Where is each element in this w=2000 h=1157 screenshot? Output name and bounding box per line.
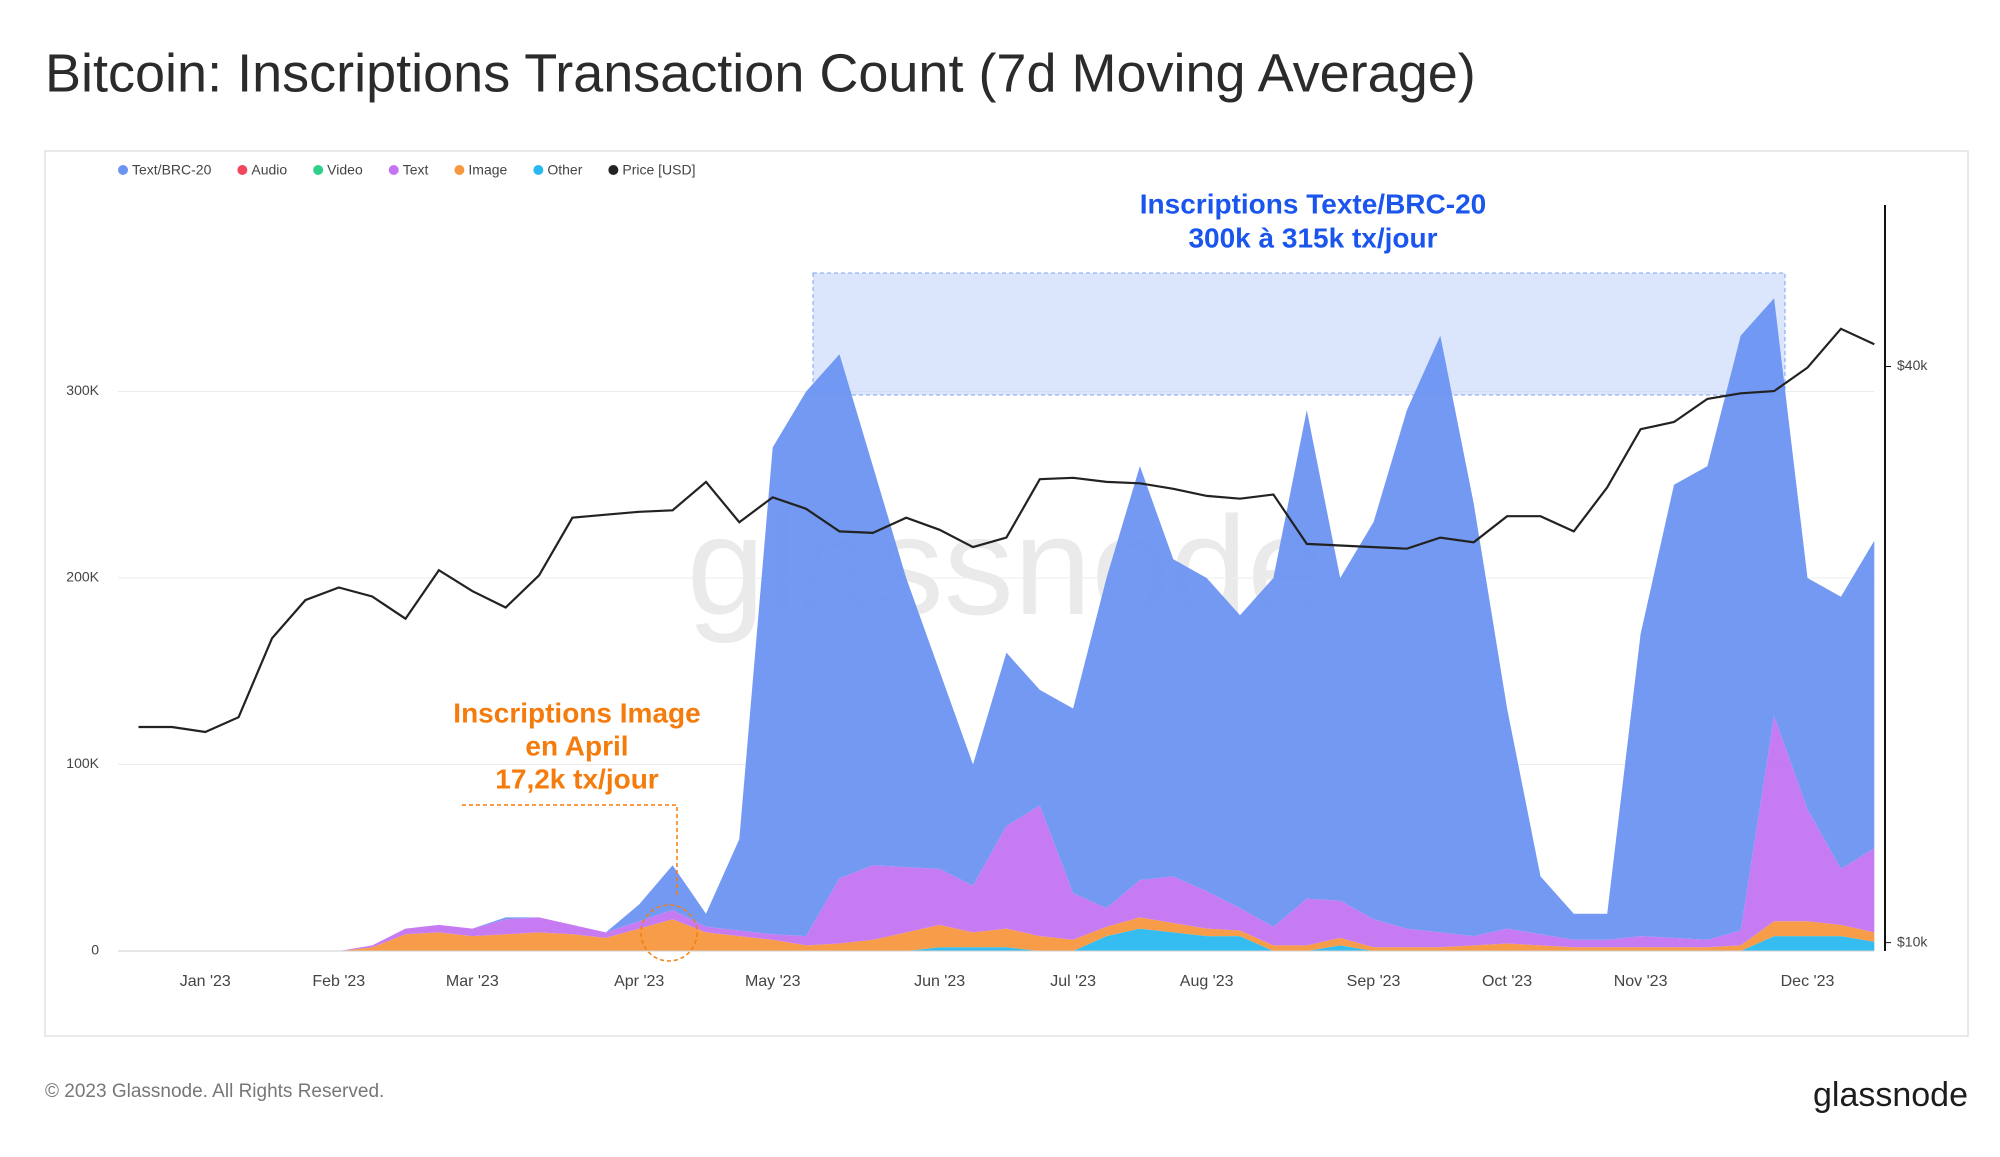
area <box>138 917 1875 951</box>
legend-swatch <box>388 165 399 175</box>
x-tick-label: Oct '23 <box>1482 973 1532 990</box>
area <box>138 716 1875 951</box>
y-tick-label: 200K <box>66 569 99 585</box>
price-line <box>138 327 1875 734</box>
legend-label: Other <box>547 162 582 178</box>
annotation-text: 300k à 315k tx/jour <box>1188 222 1437 253</box>
annotation-text: 17,2k tx/jour <box>495 763 659 794</box>
y-tick-label: 100K <box>66 755 99 771</box>
x-tick-label: Jul '23 <box>1050 973 1096 990</box>
x-tick-label: May '23 <box>745 973 801 990</box>
x-tick-label: Jan '23 <box>180 973 231 990</box>
area <box>138 298 1875 951</box>
legend-swatch <box>237 165 248 175</box>
legend-label: Video <box>327 162 363 178</box>
chart-frame <box>44 150 1969 1037</box>
x-tick-label: Dec '23 <box>1781 973 1835 990</box>
x-tick-label: Nov '23 <box>1614 973 1668 990</box>
legend-swatch <box>454 165 465 175</box>
x-tick-label: Jun '23 <box>914 973 965 990</box>
x-tick-label: Apr '23 <box>614 973 664 990</box>
legend-label: Audio <box>251 162 287 178</box>
legend-swatch <box>533 165 544 175</box>
legend-label: Text/BRC-20 <box>132 162 212 178</box>
legend-swatch <box>313 165 324 175</box>
x-tick-label: Mar '23 <box>446 973 499 990</box>
footer: © 2023 Glassnode. All Rights Reserved. <box>45 1081 384 1102</box>
logo: glassnode <box>1813 1076 1968 1114</box>
highlight-band <box>812 272 1786 396</box>
legend-label: Price [USD] <box>622 162 695 178</box>
annotation-text: en April <box>525 730 628 761</box>
legend-label: Image <box>468 162 507 178</box>
y2-tick-label: $10k <box>1897 933 1928 949</box>
y2-tick-label: $40k <box>1897 357 1928 373</box>
annotation-text: Inscriptions Image <box>453 697 700 728</box>
x-tick-label: Sep '23 <box>1347 973 1401 990</box>
x-tick-label: Aug '23 <box>1180 973 1234 990</box>
chart-title: Bitcoin: Inscriptions Transaction Count … <box>45 43 1476 103</box>
annotation-leader <box>462 804 678 897</box>
y-tick-label: 300K <box>66 382 99 398</box>
annotation-text: Inscriptions Texte/BRC-20 <box>1140 188 1486 219</box>
annotation-circle <box>640 904 698 962</box>
legend-swatch <box>118 165 128 175</box>
legend-label: Text <box>403 162 429 178</box>
x-tick-label: Feb '23 <box>312 973 365 990</box>
legend-swatch <box>608 165 619 175</box>
y-tick-label: 0 <box>91 942 99 958</box>
